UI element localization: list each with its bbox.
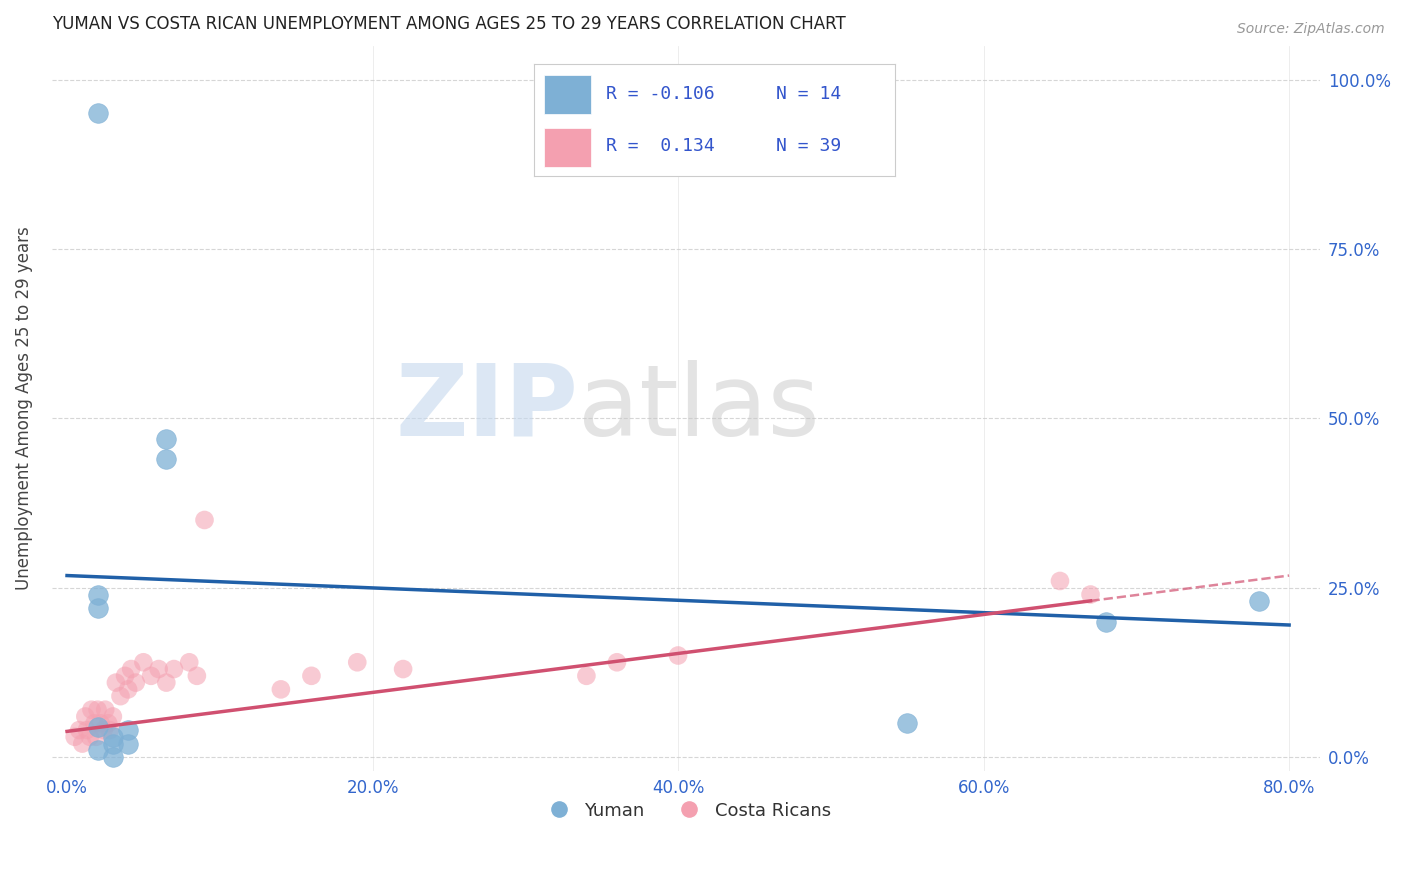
Point (301, 669, 323, 683)
Point (392, 662, 415, 676)
Point (86, 703, 108, 717)
Point (606, 655, 628, 669)
Point (67, 723, 90, 737)
Point (270, 682, 292, 697)
Point (155, 432, 177, 446)
Point (117, 737, 139, 751)
Legend: Yuman, Costa Ricans: Yuman, Costa Ricans (533, 795, 838, 827)
Point (193, 513, 215, 527)
Point (186, 669, 208, 683)
Point (101, 709, 124, 723)
Point (117, 682, 139, 697)
Point (63, 730, 86, 744)
Point (179, 655, 201, 669)
Point (666, 648, 689, 663)
Point (101, 737, 124, 751)
Point (1049, 574, 1071, 588)
Point (148, 662, 170, 676)
Point (86, 743, 108, 757)
Point (76, 723, 98, 737)
Point (155, 675, 177, 690)
Point (75, 709, 97, 723)
Point (84, 730, 107, 744)
Point (575, 669, 598, 683)
Point (110, 689, 132, 703)
Point (101, 730, 124, 744)
Point (94, 703, 117, 717)
Point (139, 669, 162, 683)
Point (98, 723, 121, 737)
Point (79, 730, 101, 744)
Point (93, 723, 115, 737)
Text: atlas: atlas (578, 359, 820, 457)
Point (1080, 587, 1102, 601)
Text: YUMAN VS COSTA RICAN UNEMPLOYMENT AMONG AGES 25 TO 29 YEARS CORRELATION CHART: YUMAN VS COSTA RICAN UNEMPLOYMENT AMONG … (52, 15, 845, 33)
Point (163, 662, 186, 676)
Point (86, 587, 108, 601)
Text: ZIP: ZIP (395, 359, 578, 457)
Point (125, 675, 148, 690)
Point (346, 655, 368, 669)
Point (1094, 615, 1116, 629)
Point (104, 675, 127, 690)
Point (896, 716, 918, 731)
Point (97, 716, 120, 731)
Point (114, 669, 136, 683)
Point (1247, 594, 1270, 608)
Point (86, 601, 108, 615)
Point (80, 703, 103, 717)
Point (90, 716, 112, 731)
Point (132, 655, 155, 669)
Point (120, 662, 142, 676)
Y-axis label: Unemployment Among Ages 25 to 29 years: Unemployment Among Ages 25 to 29 years (15, 227, 32, 590)
Text: Source: ZipAtlas.com: Source: ZipAtlas.com (1237, 22, 1385, 37)
Point (86, 720, 108, 734)
Point (72, 737, 94, 751)
Point (101, 750, 124, 764)
Point (86, 106, 108, 120)
Point (117, 723, 139, 737)
Point (83, 716, 105, 731)
Point (155, 452, 177, 467)
